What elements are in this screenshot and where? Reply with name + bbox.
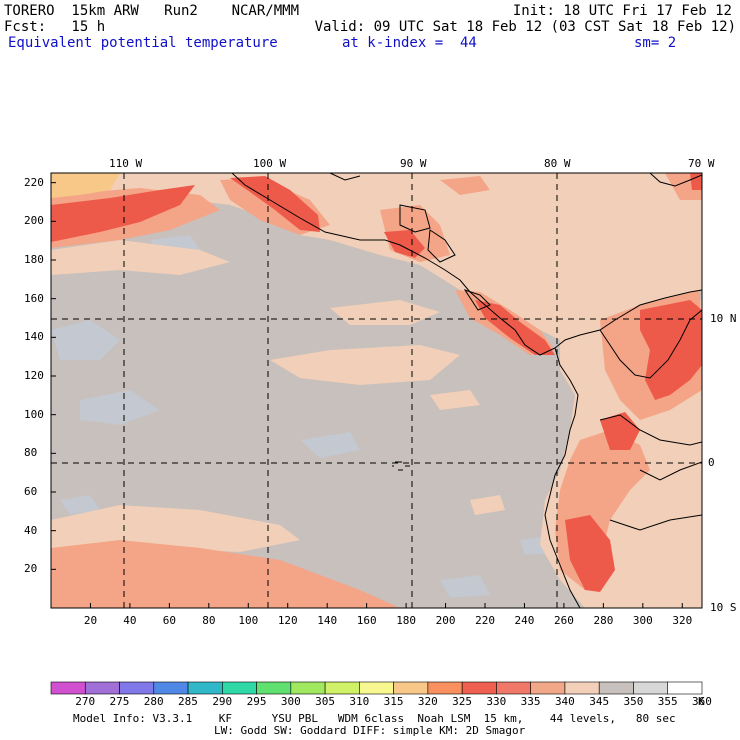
graticule <box>51 173 702 608</box>
header-init-time: Init: 18 UTC Fri 17 Feb 12 <box>512 3 732 19</box>
orange-patch <box>51 173 120 198</box>
axis-ticks <box>51 182 683 608</box>
lon-label-80w: 80 W <box>544 157 571 170</box>
colorbar-swatch <box>598 681 634 695</box>
x-index-label: 220 <box>475 614 495 627</box>
lon-label-110w: 110 W <box>109 157 143 170</box>
map-frame <box>50 172 703 609</box>
colorbar-label: 270 <box>75 695 96 708</box>
lon-label-100w: 100 W <box>253 157 287 170</box>
colorbar-label: 275 <box>109 695 130 708</box>
header-forecast-hour: Fcst: 15 h <box>4 19 106 35</box>
red-regions <box>51 173 702 592</box>
y-index-label: 140 <box>24 330 44 344</box>
colorbar-swatch <box>530 681 566 695</box>
colorbar-swatch <box>359 681 394 695</box>
colorbar-swatch <box>187 681 223 695</box>
y-index-label: 120 <box>24 369 44 382</box>
y-index-label: 220 <box>24 175 44 189</box>
x-index-label: 80 <box>202 614 216 627</box>
lon-label-90w: 90 W <box>400 157 427 170</box>
colorbar-label: 320 <box>417 695 438 708</box>
y-index-label: 100 <box>24 407 44 421</box>
colorbar-label: 315 <box>383 695 404 708</box>
x-index-label: 60 <box>162 614 176 627</box>
x-index-label: 180 <box>396 614 417 627</box>
colorbar-swatch <box>393 681 429 695</box>
colorbar-swatch <box>427 681 463 695</box>
x-index-label: 160 <box>356 614 377 627</box>
y-index-label: 40 <box>24 523 38 537</box>
header-model-title: TORERO 15km ARW Run2 NCAR/MMM <box>4 3 300 19</box>
colorbar-swatch <box>50 681 86 695</box>
y-index-label: 20 <box>24 562 38 576</box>
lat-label-10s: 10 S <box>710 601 737 614</box>
colorbar-label: 355 <box>657 695 678 708</box>
colorbar-label: 300 <box>280 695 301 708</box>
x-index-label: 320 <box>672 614 693 627</box>
footer-model-info: Model Info: V3.3.1 KF YSU PBL WDM 6class… <box>73 712 676 725</box>
colorbar-label: 330 <box>486 695 507 708</box>
lat-label-0: 0 <box>708 456 715 469</box>
colorbar-label: 340 <box>554 695 575 708</box>
colorbar-label: 310 <box>349 695 370 708</box>
colorbar-swatch <box>119 681 155 695</box>
header-field-name: Equivalent potential temperature <box>8 35 278 51</box>
map-field <box>51 173 702 608</box>
x-index-label: 120 <box>277 614 298 627</box>
colorbar-swatch <box>667 681 703 695</box>
colorbar-label: 350 <box>623 695 644 708</box>
colorbar-label: 280 <box>143 695 164 708</box>
colorbar-label: 305 <box>315 695 335 708</box>
colorbar-swatch <box>256 681 292 695</box>
lat-label-10n: 10 N <box>710 312 737 325</box>
y-index-label: 160 <box>24 291 44 305</box>
colorbar <box>50 681 703 695</box>
y-index-label: 80 <box>24 446 38 460</box>
colorbar-unit: K <box>698 695 705 708</box>
x-index-label: 200 <box>435 614 456 627</box>
y-index-label: 200 <box>24 214 44 228</box>
header-smoothing: sm= 2 <box>634 35 677 51</box>
y-index-label: 60 <box>24 485 38 498</box>
x-index-label: 240 <box>514 614 535 627</box>
colorbar-swatch <box>461 681 497 695</box>
footer-physics-info: LW: Godd SW: Goddard DIFF: simple KM: 2D… <box>214 724 526 737</box>
x-index-label: 40 <box>123 614 137 627</box>
colorbar-label: 360 <box>692 695 712 708</box>
y-index-label: 180 <box>24 253 44 266</box>
colorbar-label: 335 <box>520 695 541 708</box>
colorbar-swatch <box>84 681 120 695</box>
colorbar-label: 290 <box>212 695 233 708</box>
header-level: at k-index = 44 <box>342 35 477 51</box>
colorbar-swatch <box>564 681 600 695</box>
header-valid-time: Valid: 09 UTC Sat 18 Feb 12 (03 CST Sat … <box>314 19 736 35</box>
colorbar-swatch <box>222 681 257 695</box>
colorbar-swatch <box>290 681 326 695</box>
colorbar-label: 285 <box>178 695 198 708</box>
colorbar-label: 325 <box>452 695 473 708</box>
colorbar-swatch <box>324 681 360 695</box>
x-index-label: 140 <box>317 614 338 627</box>
colorbar-label: 295 <box>246 695 267 708</box>
lon-label-70w: 70 W <box>688 157 715 170</box>
x-index-label: 100 <box>238 614 259 627</box>
x-index-label: 300 <box>632 614 653 627</box>
x-index-label: 20 <box>83 614 98 627</box>
colorbar-swatch <box>153 681 189 695</box>
colorbar-swatch <box>633 681 669 695</box>
colorbar-swatch <box>496 681 531 695</box>
x-index-label: 260 <box>554 614 574 627</box>
colorbar-label: 345 <box>589 695 610 708</box>
x-index-label: 280 <box>593 614 614 627</box>
coastlines <box>231 173 702 608</box>
